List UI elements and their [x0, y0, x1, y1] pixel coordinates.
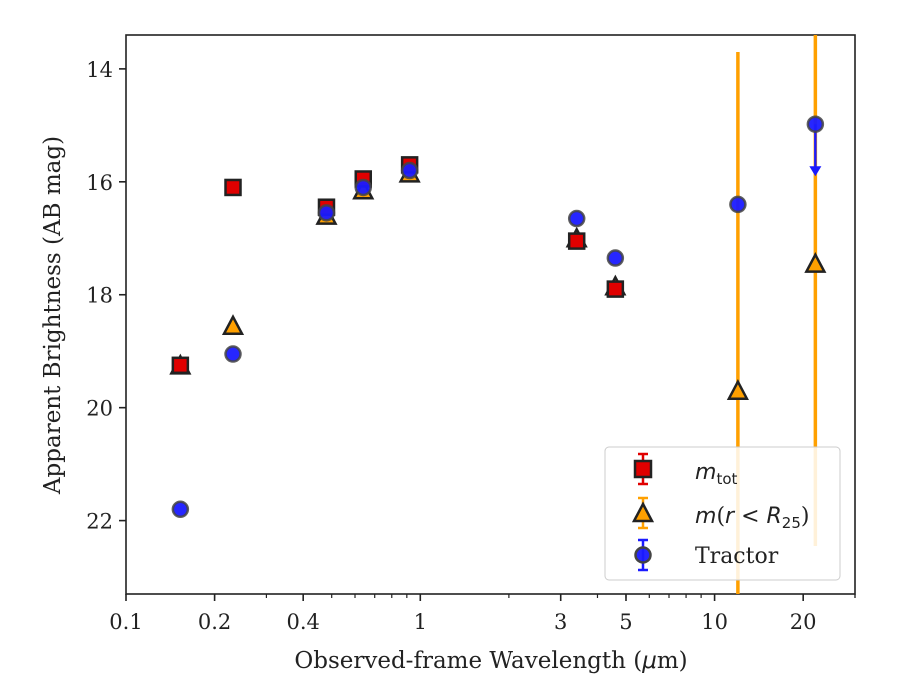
x-tick-label: 5	[619, 610, 632, 634]
legend-mtot-sub: tot	[716, 470, 737, 488]
legend-circle-marker	[634, 546, 652, 564]
point-circle	[354, 178, 373, 197]
x-axis-title-mu: μ	[641, 648, 657, 674]
point-circle	[606, 249, 625, 267]
y-tick-label: 22	[86, 510, 113, 534]
x-tick-label: 10	[701, 610, 728, 634]
upper-limit-arrowhead	[809, 166, 822, 177]
legend-entry-mtot: mtot	[633, 452, 737, 488]
point-square	[606, 280, 625, 298]
point-circle	[224, 345, 242, 363]
legend: mtot m(r < R25) Tractor	[604, 446, 841, 581]
legend-entry-tractor: Tractor	[634, 538, 779, 572]
legend-mr25-base: m	[695, 504, 716, 529]
point-triangle	[221, 314, 245, 336]
point-square	[171, 356, 190, 375]
point-circle	[400, 161, 419, 180]
x-tick-label: 0.4	[286, 610, 319, 634]
series-tractor	[171, 115, 825, 519]
legend-mr25-sub: 25	[782, 514, 801, 532]
legend-box	[604, 446, 841, 581]
x-tick-label: 3	[554, 610, 567, 634]
x-axis-title: Observed-frame Wavelength (μm)	[294, 648, 687, 674]
legend-mr25-paren-close: )	[801, 504, 810, 529]
legend-mr25-paren-open: (	[716, 504, 725, 529]
legend-mr25-lt: <	[734, 504, 766, 529]
point-circle	[806, 115, 825, 133]
point-triangle	[804, 252, 827, 273]
point-triangle	[726, 379, 749, 400]
svg-text:m(r < R25): m(r < R25)	[695, 504, 809, 532]
point-square	[224, 178, 242, 197]
legend-entry-mr25: m(r < R25)	[631, 496, 809, 532]
legend-mtot-base: m	[695, 460, 716, 485]
legend-mr25-R: R	[767, 504, 782, 529]
point-square	[567, 232, 586, 250]
svg-text:Observed-frame Wavelength (μm): Observed-frame Wavelength (μm)	[294, 648, 687, 674]
y-axis-title: Apparent Brightness (AB mag)	[40, 136, 66, 495]
point-circle	[317, 204, 336, 222]
y-tick-label: 20	[86, 397, 113, 421]
x-tick-label: 1	[414, 610, 427, 634]
x-axis-title-prefix: Observed-frame Wavelength (	[294, 648, 642, 674]
point-circle	[729, 195, 747, 214]
point-circle	[171, 500, 190, 519]
legend-triangle-marker	[631, 501, 655, 523]
x-tick-label: 20	[790, 610, 817, 634]
y-tick-label: 14	[86, 58, 113, 82]
y-tick-label: 16	[86, 171, 113, 195]
y-tick-label: 18	[86, 284, 113, 308]
axis-ticks: 0.1 0.2 0.4 1 3 5 10 20 14 16 18 20 22	[86, 58, 856, 634]
point-circle	[567, 209, 586, 228]
x-tick-label: 0.2	[198, 610, 231, 634]
x-axis-title-suffix: m)	[657, 648, 688, 674]
legend-mr25-r: r	[725, 504, 736, 529]
x-tick-label: 0.1	[109, 610, 142, 634]
legend-tractor-label: Tractor	[695, 544, 779, 569]
svg-text:mtot: mtot	[695, 460, 737, 488]
legend-square-marker	[633, 459, 653, 479]
